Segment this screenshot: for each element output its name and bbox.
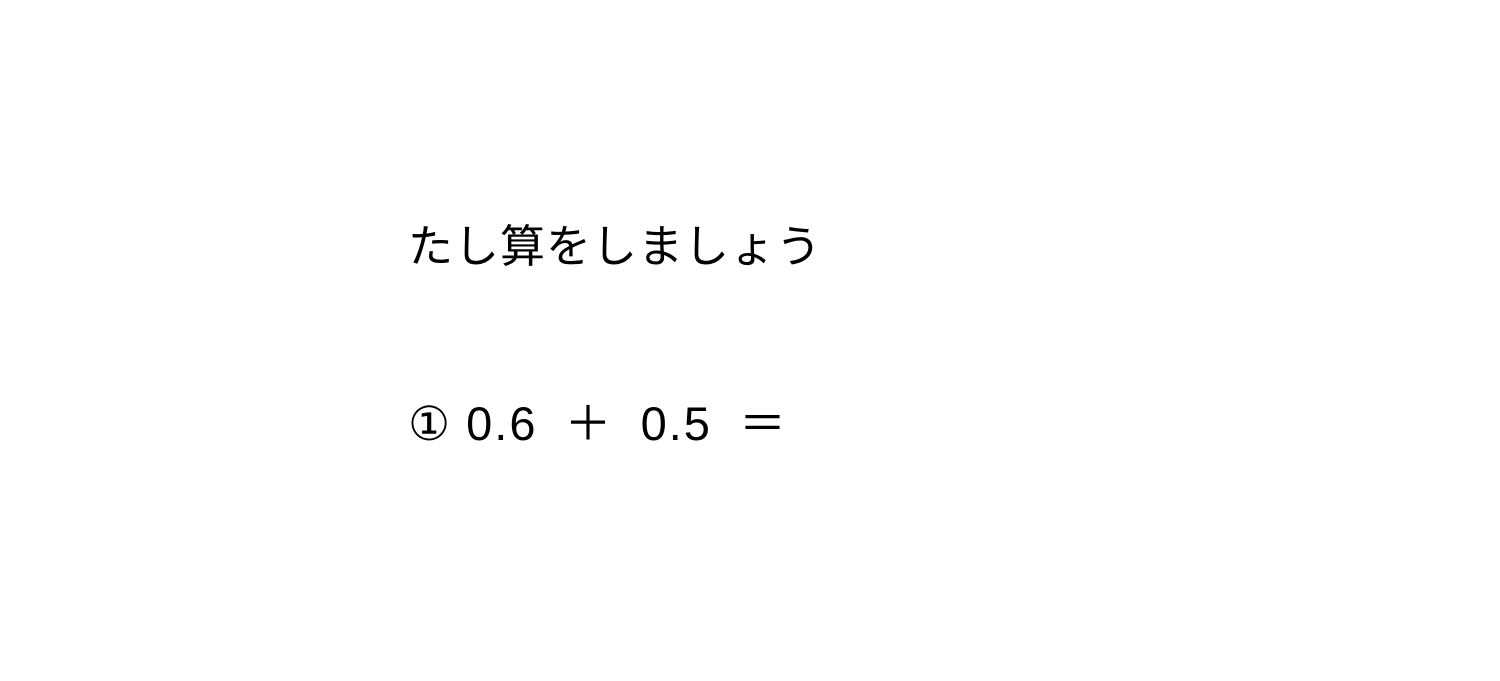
worksheet-content: たし算をしましょう ① 0.6 ＋ 0.5 ＝ xyxy=(408,210,822,454)
instruction-text: たし算をしましょう xyxy=(408,210,822,275)
problem-row-1: ① 0.6 ＋ 0.5 ＝ xyxy=(408,385,822,454)
problem-expression: 0.6 ＋ 0.5 ＝ xyxy=(466,385,788,454)
problem-number-label: ① xyxy=(408,396,450,452)
